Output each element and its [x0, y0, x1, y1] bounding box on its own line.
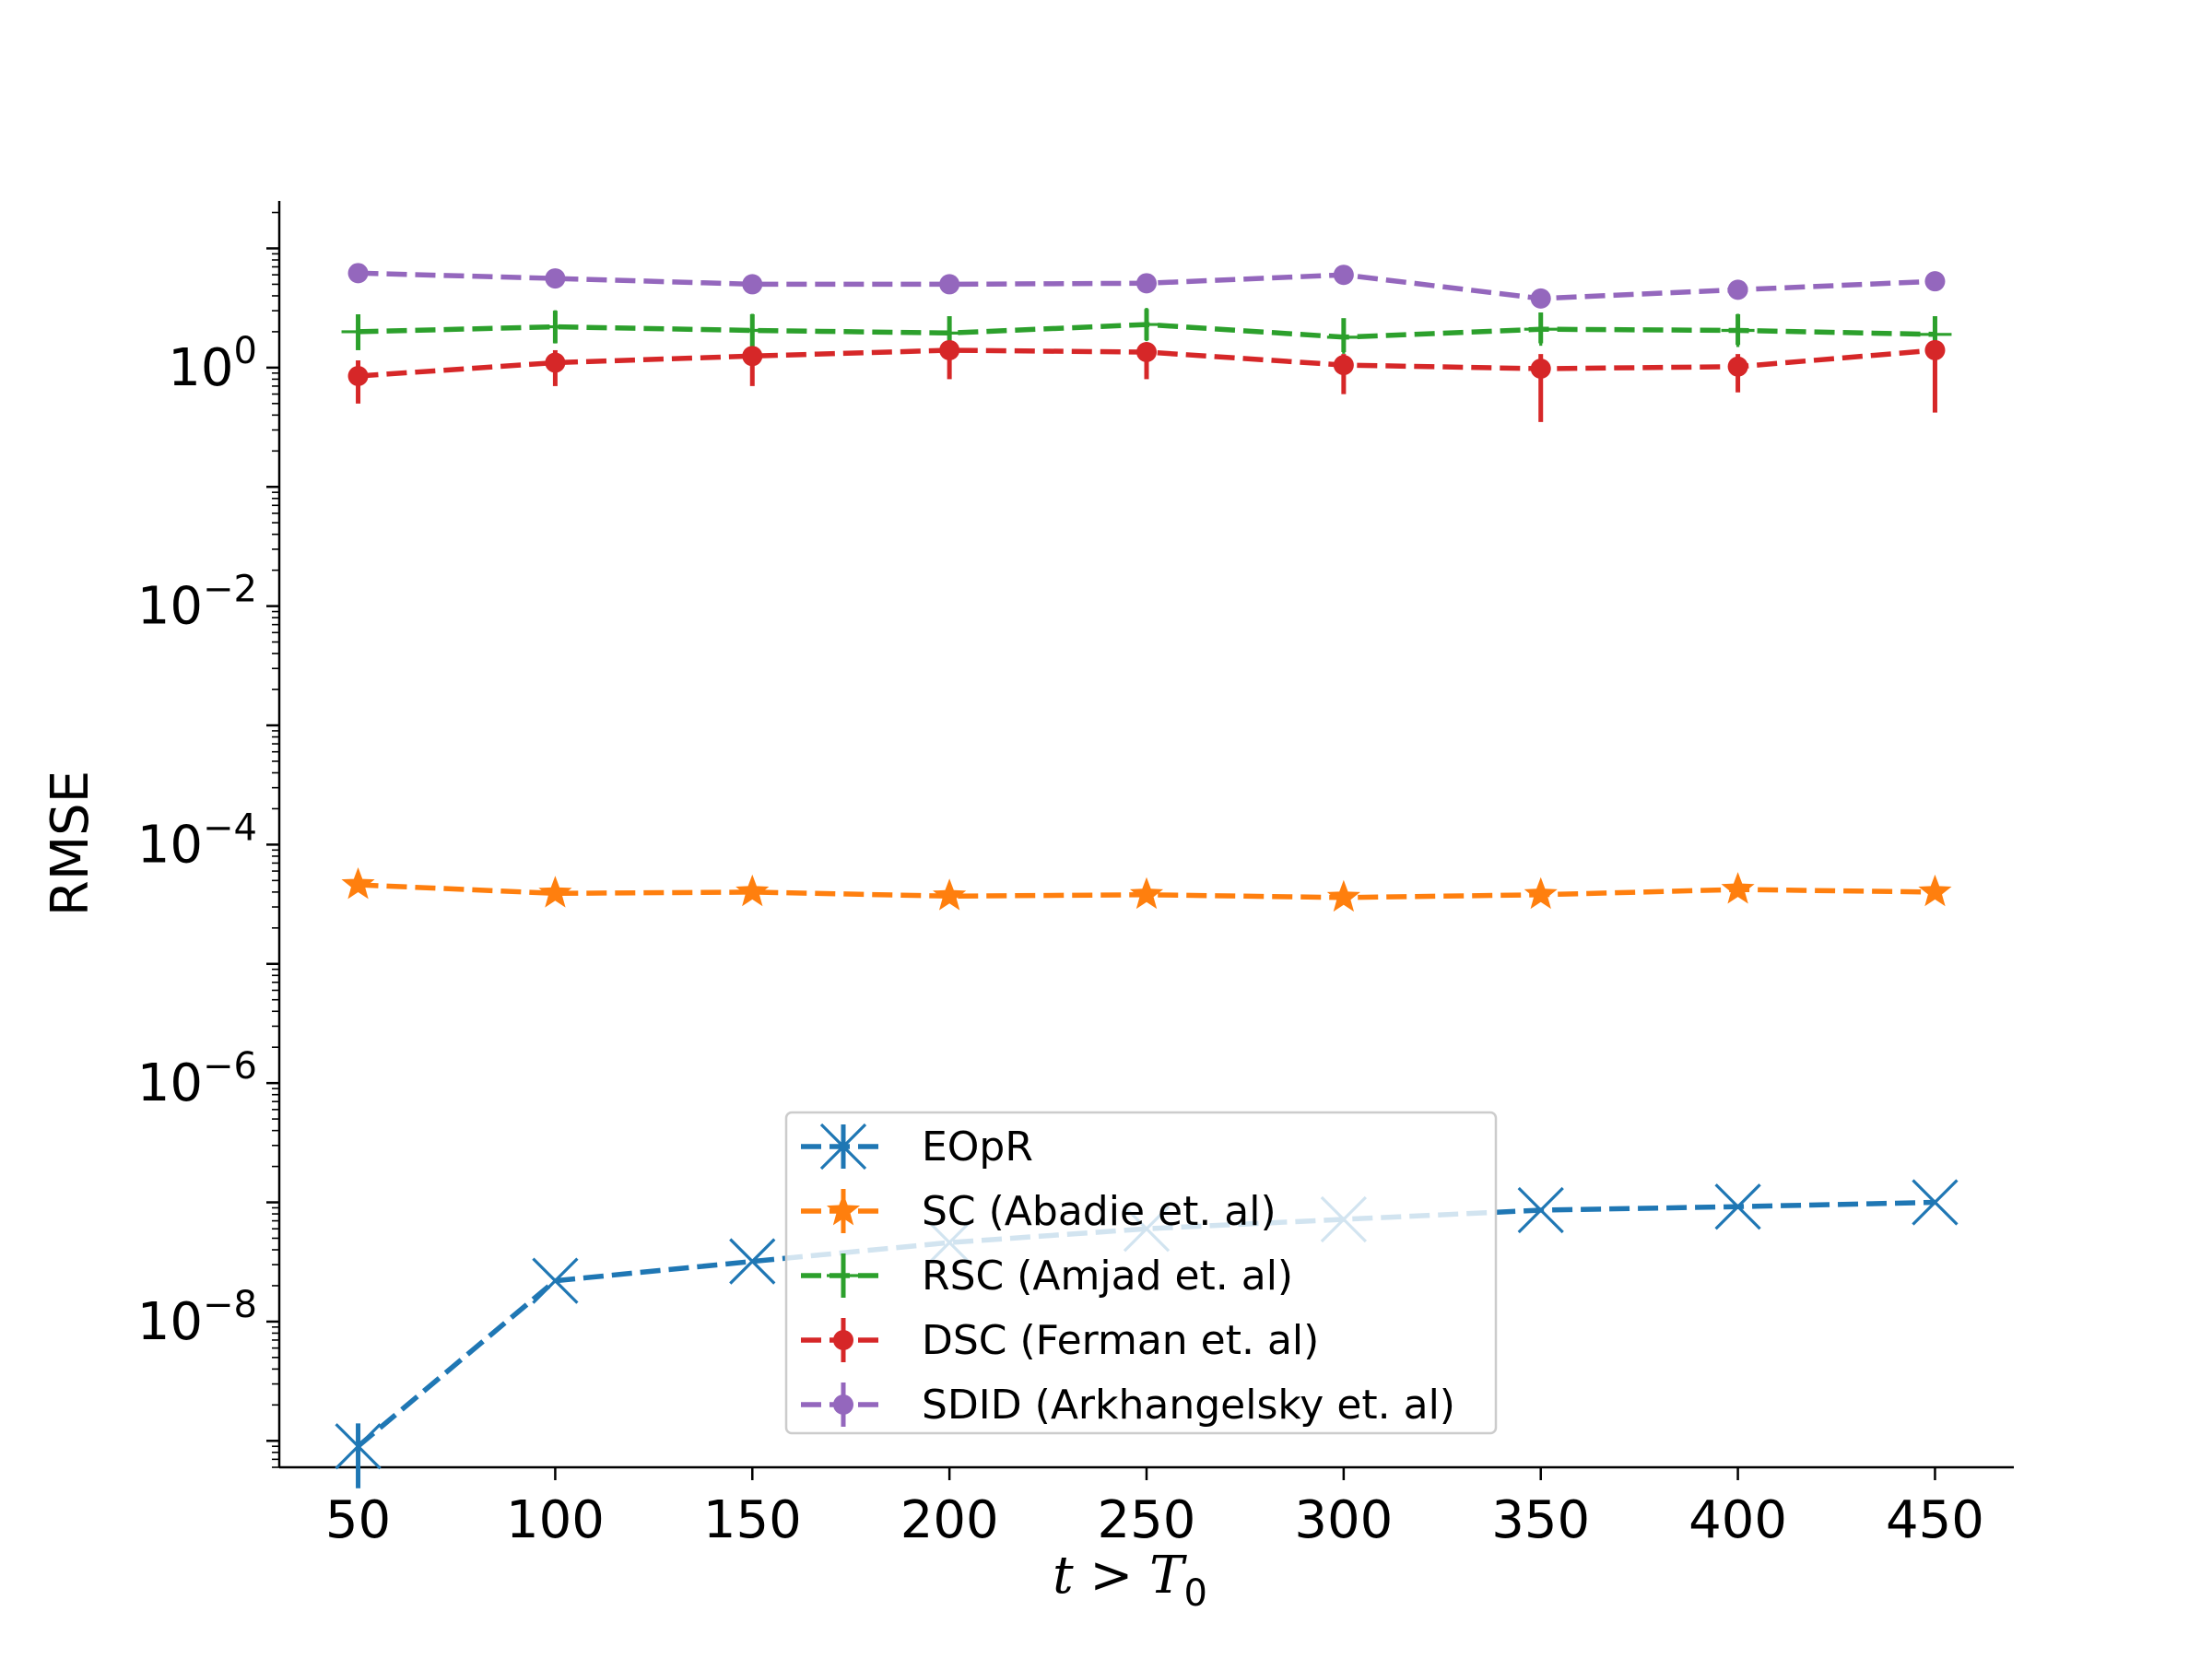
data-point	[1721, 313, 1755, 347]
y-tick-label: 100	[168, 330, 257, 398]
data-point	[545, 352, 566, 373]
data-point	[1727, 356, 1748, 377]
legend-item: SDID (Arkhangelsky et. al)	[801, 1382, 1455, 1429]
data-point	[1524, 877, 1558, 910]
data-point	[939, 339, 960, 360]
x-tick-label: 350	[1491, 1490, 1590, 1550]
data-point	[1924, 271, 1946, 292]
data-point	[545, 268, 566, 289]
y-axis: 100 10−2 10−4 10−6 10−8	[137, 201, 281, 1468]
data-point	[1129, 877, 1164, 910]
legend-item: RSC (Amjad et. al)	[801, 1253, 1293, 1300]
data-point	[735, 313, 770, 347]
data-point	[1326, 320, 1360, 354]
data-point	[1924, 339, 1946, 360]
x-axis-label: t > T0	[1053, 1546, 1207, 1615]
series-3	[341, 308, 1952, 354]
data-point	[1136, 273, 1157, 294]
data-point	[729, 1238, 776, 1285]
data-point	[341, 314, 375, 348]
legend-item: SC (Abadie et. al)	[801, 1188, 1277, 1235]
legend-marker	[833, 1330, 853, 1350]
data-point	[532, 1257, 579, 1304]
data-point	[1517, 1186, 1564, 1234]
data-point	[1918, 874, 1952, 907]
y-tick-label: 10−6	[137, 1045, 257, 1113]
data-point	[1912, 1179, 1959, 1226]
x-tick-label: 450	[1886, 1490, 1984, 1550]
data-point	[1714, 1183, 1761, 1230]
data-point	[1721, 872, 1755, 904]
x-axis: 50 100 150 200 250 300 350 400 450	[279, 1465, 2014, 1550]
x-tick-label: 250	[1098, 1490, 1196, 1550]
data-point	[742, 274, 763, 295]
data-point	[742, 346, 763, 367]
x-tick-label: 50	[325, 1490, 391, 1550]
legend-label: DSC (Ferman et. al)	[922, 1317, 1319, 1364]
series-line	[356, 1199, 1936, 1449]
legend-marker	[833, 1394, 853, 1415]
legend-label: RSC (Amjad et. al)	[922, 1253, 1293, 1300]
data-point	[538, 310, 572, 344]
x-tick-label: 150	[703, 1490, 802, 1550]
data-point	[1130, 308, 1163, 342]
x-tick-label: 200	[900, 1490, 999, 1550]
x-tick-label: 300	[1294, 1490, 1393, 1550]
data-point	[1326, 879, 1360, 912]
series-5	[347, 263, 1946, 309]
series-4	[347, 339, 1946, 422]
y-tick-label: 10−2	[137, 569, 257, 637]
data-point	[1333, 355, 1354, 376]
legend-item: EOpR	[801, 1123, 1033, 1171]
legend-marker	[827, 1259, 860, 1292]
legend-label: EOpR	[922, 1124, 1033, 1171]
data-point	[1727, 279, 1748, 300]
legend-box	[784, 1111, 1498, 1435]
data-point	[347, 263, 369, 284]
data-point	[1524, 312, 1558, 347]
legend-marker	[819, 1123, 867, 1171]
legend-item: DSC (Ferman et. al)	[801, 1317, 1319, 1364]
legend-label: SDID (Arkhangelsky et. al)	[922, 1382, 1455, 1429]
y-axis-label: RMSE	[41, 771, 100, 916]
legend-label: SC (Abadie et. al)	[922, 1188, 1277, 1235]
data-point	[1530, 288, 1551, 309]
data-point	[538, 876, 572, 908]
data-point	[335, 1423, 382, 1470]
x-tick-label: 400	[1688, 1490, 1787, 1550]
y-tick-label: 10−8	[137, 1284, 257, 1352]
data-point	[347, 365, 369, 386]
data-point	[939, 274, 960, 295]
data-point	[1530, 359, 1551, 380]
y-tick-label: 10−4	[137, 806, 257, 875]
x-tick-label: 100	[506, 1490, 605, 1550]
data-point	[1333, 265, 1354, 286]
data-point	[933, 878, 967, 911]
legend: EOpR SC (Abadie et. al) RSC (Amjad et. al)…	[784, 1111, 1498, 1435]
data-point	[1136, 342, 1157, 363]
series-2	[341, 867, 1952, 912]
data-point	[341, 867, 375, 900]
data-point	[735, 874, 770, 907]
legend-marker	[826, 1194, 861, 1226]
